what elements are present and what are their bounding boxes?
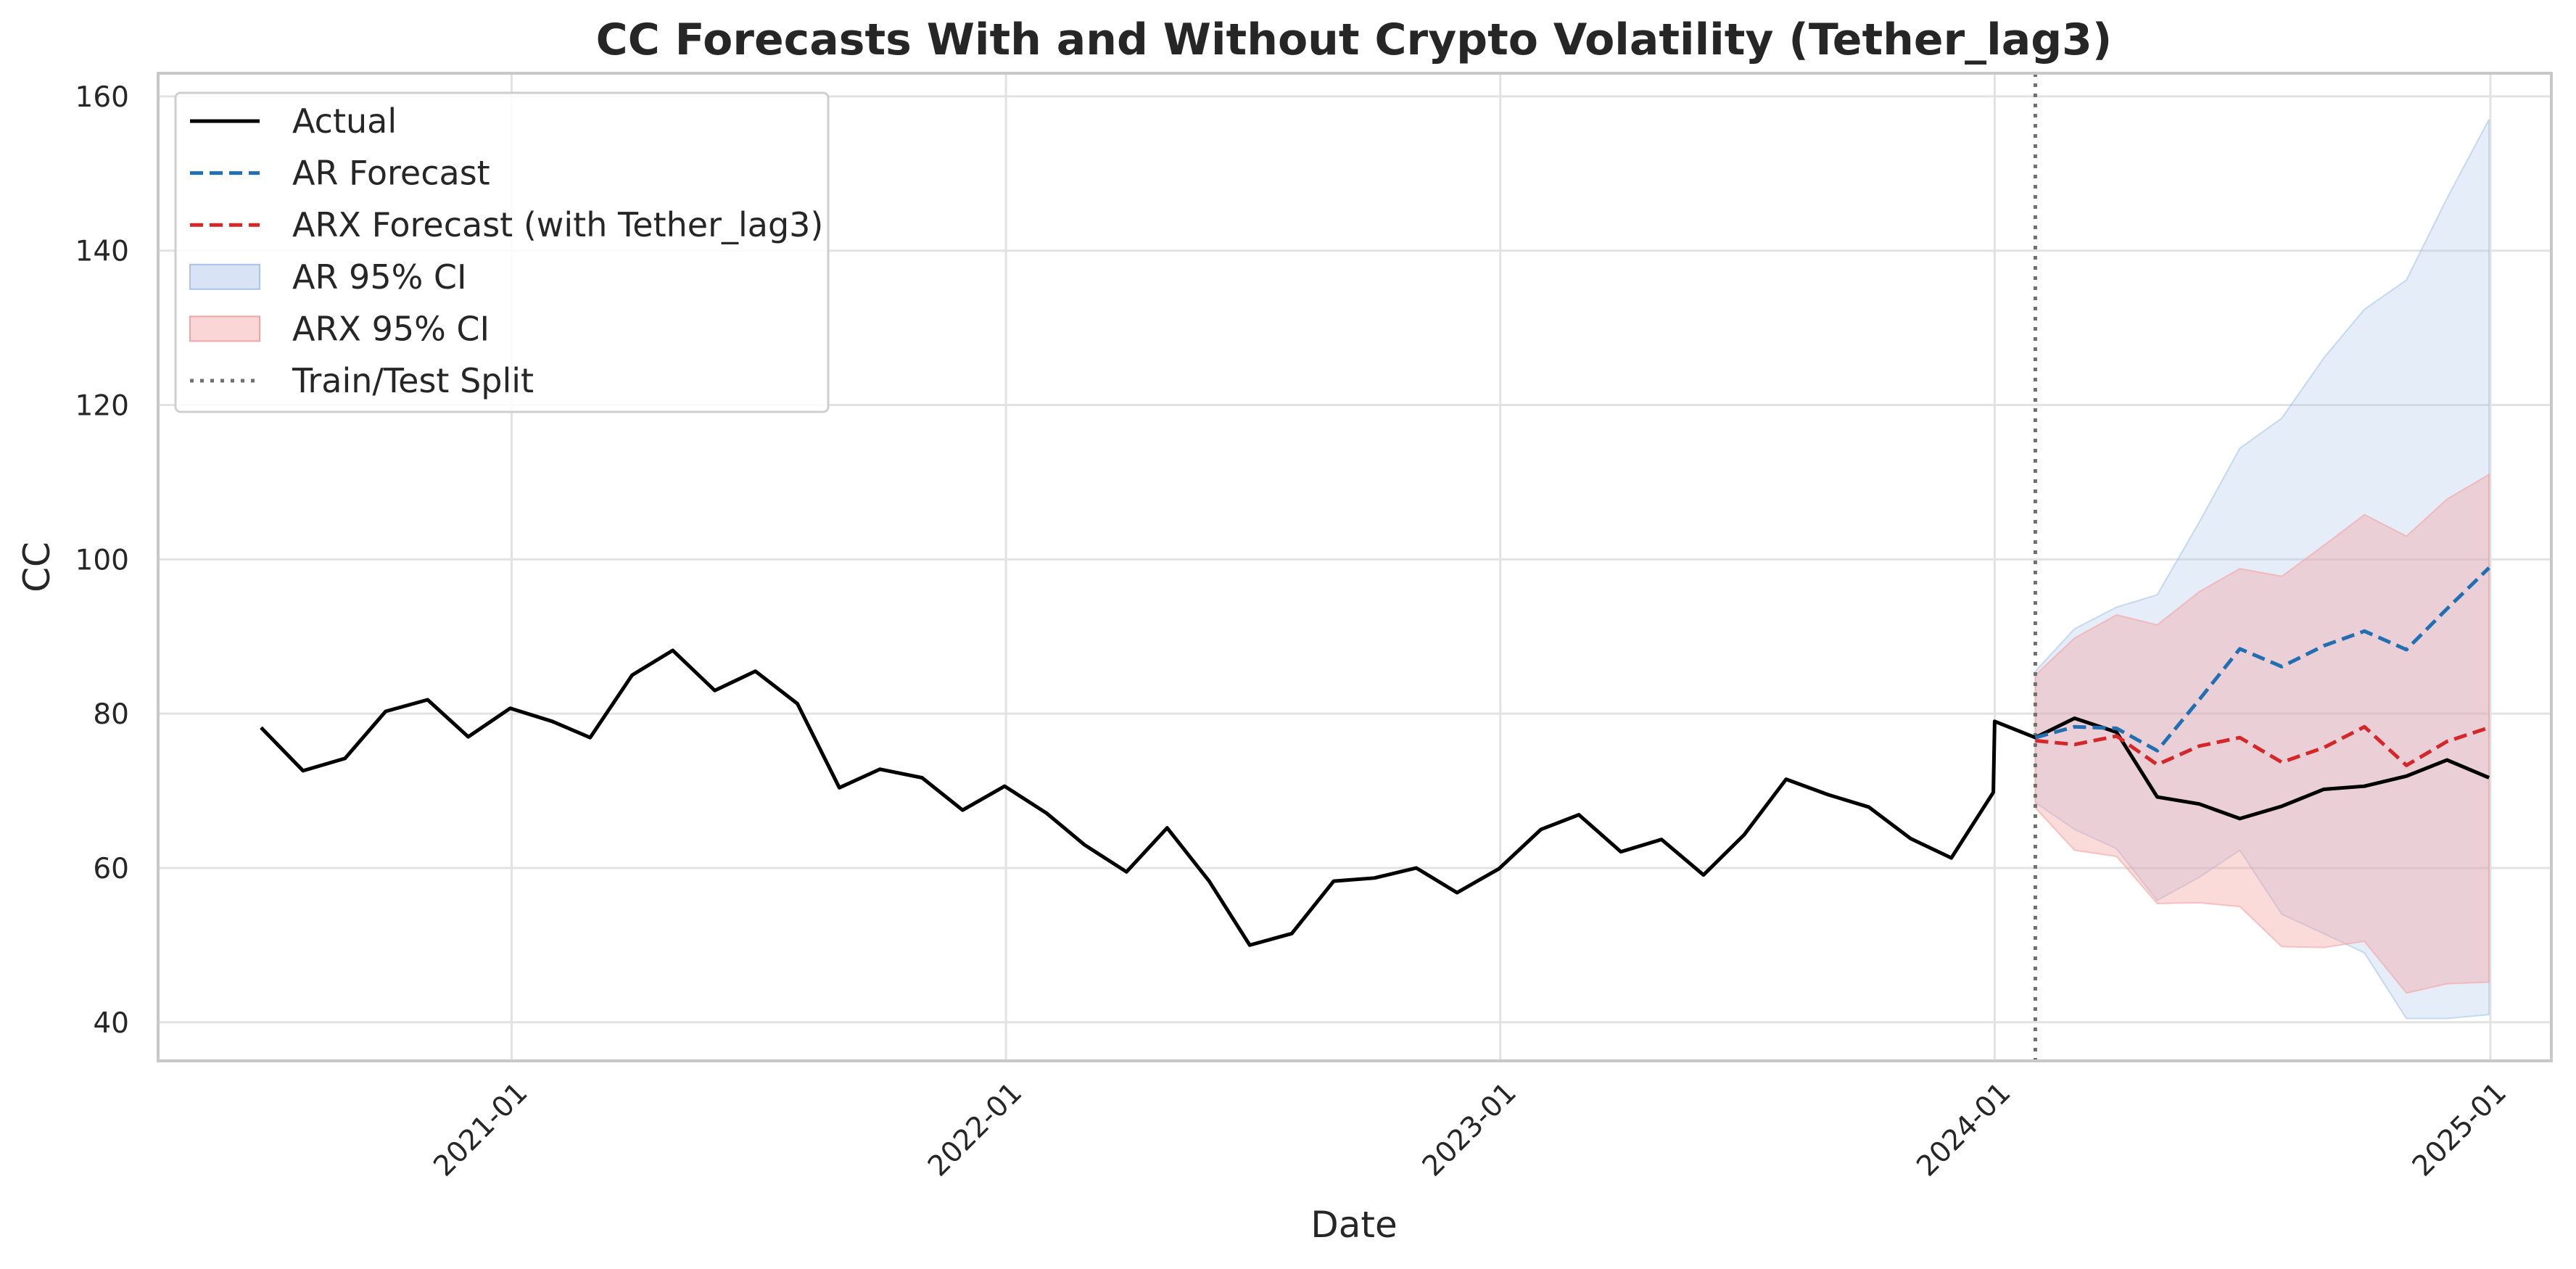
band-arx-95-ci xyxy=(2034,473,2490,994)
legend-item: ARX Forecast (with Tether_lag3) xyxy=(190,205,823,244)
y-tick-label: 120 xyxy=(75,390,129,423)
x-axis-label: Date xyxy=(1310,1204,1398,1246)
y-tick-label: 80 xyxy=(93,698,129,731)
series-ar-forecast xyxy=(2034,566,2490,753)
legend-swatch xyxy=(189,263,260,290)
y-axis-ticks: 40 60 80 100 120 140 160 xyxy=(75,81,129,1040)
legend: Actual AR Forecast ARX Forecast (with Teth… xyxy=(174,91,830,413)
legend-item: AR Forecast xyxy=(190,154,490,193)
legend-label: AR Forecast xyxy=(292,154,490,193)
y-tick-label: 60 xyxy=(93,853,129,885)
y-tick-label: 100 xyxy=(75,544,129,576)
legend-label: ARX Forecast (with Tether_lag3) xyxy=(292,205,823,244)
series-lines xyxy=(260,566,2490,947)
series-arx-forecast-with-tether-lag3 xyxy=(2035,724,2490,767)
legend-item: ARX 95% CI xyxy=(189,309,490,348)
legend-item: Actual xyxy=(190,102,397,141)
legend-label: AR 95% CI xyxy=(292,257,467,297)
legend-label: ARX 95% CI xyxy=(292,309,490,348)
series-actual xyxy=(260,648,2490,947)
legend-label: Train/Test Split xyxy=(292,361,534,400)
legend-item: AR 95% CI xyxy=(189,257,467,297)
y-tick-label: 40 xyxy=(93,1007,129,1040)
chart-title: CC Forecasts With and Without Crypto Vol… xyxy=(596,15,2113,65)
legend-item: Train/Test Split xyxy=(190,361,534,400)
band-ar-95-ci xyxy=(2034,119,2490,1020)
confidence-bands xyxy=(2034,119,2490,1020)
y-axis-label: CC xyxy=(16,542,58,592)
legend-label: Actual xyxy=(292,102,397,141)
y-tick-label: 160 xyxy=(75,81,129,114)
plot-frame xyxy=(157,72,2553,1062)
legend-swatch xyxy=(189,315,260,342)
y-tick-label: 140 xyxy=(75,236,129,268)
legend-box xyxy=(174,91,830,413)
